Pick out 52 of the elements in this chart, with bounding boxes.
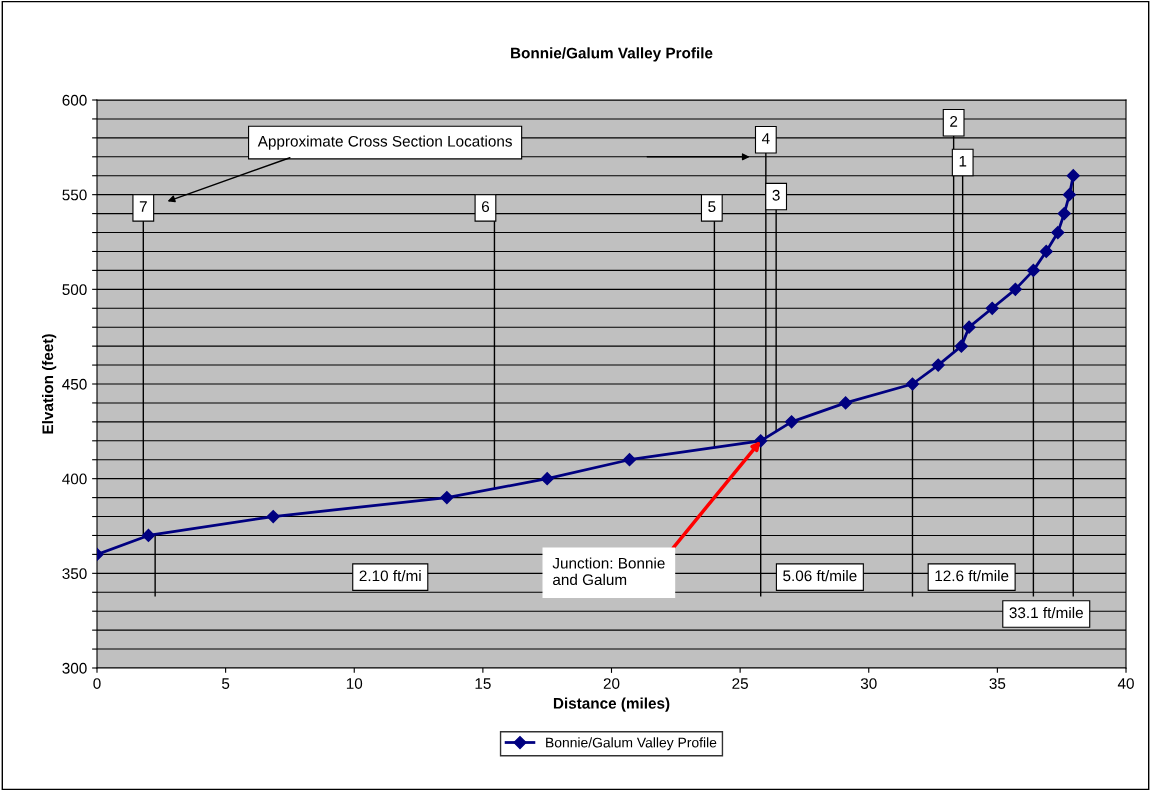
point — [1062, 188, 1076, 202]
y-tick-label: 450 — [62, 378, 87, 390]
y-axis-title: Elvation (feet) — [41, 334, 57, 434]
point — [440, 491, 454, 505]
legend-label: Bonnie/Galum Valley Profile — [546, 737, 717, 751]
point — [1039, 244, 1053, 259]
point — [985, 301, 999, 315]
annotation: 12.6 ft/mile — [935, 570, 1009, 582]
annotation: 2 — [950, 116, 958, 127]
y-tick-label: 550 — [62, 189, 87, 201]
y-tick-label: 350 — [62, 568, 87, 580]
point — [1051, 225, 1065, 240]
annotation: 2.10 ft/mi — [359, 570, 421, 582]
point — [266, 509, 280, 524]
y-tick-label: 400 — [62, 473, 87, 485]
x-tick-label: 25 — [732, 678, 748, 689]
annotation: 1 — [959, 155, 967, 167]
x-tick-label: 0 — [93, 678, 101, 689]
x-tick-label: 30 — [860, 678, 877, 689]
point — [839, 396, 853, 410]
x-axis-title: Distance (miles) — [553, 697, 670, 712]
x-tick-label: 10 — [346, 678, 363, 689]
x-tick-label: 5 — [221, 678, 230, 689]
point — [962, 320, 976, 334]
y-tick-label: 500 — [62, 284, 87, 296]
annotation: 5 — [708, 201, 716, 213]
x-tick-label: 15 — [475, 678, 491, 689]
x-tick-label: 35 — [989, 678, 1006, 689]
point — [141, 528, 156, 543]
annotation: Junction: Bonnie and Galum — [552, 557, 665, 586]
annotation: 6 — [481, 201, 490, 213]
point — [954, 339, 968, 353]
point — [540, 472, 554, 486]
annotation: 7 — [139, 201, 147, 212]
annotation: Approximate Cross Section Locations — [257, 135, 512, 150]
y-tick-label: 600 — [62, 94, 87, 106]
point — [1057, 207, 1071, 221]
point — [1008, 282, 1022, 296]
y-tick-label: 300 — [62, 662, 87, 674]
annotation: 33.1 ft/mile — [1009, 606, 1083, 619]
annotation: 3 — [772, 189, 780, 201]
x-tick-label: 20 — [603, 678, 620, 689]
point — [622, 453, 637, 467]
point — [905, 377, 920, 391]
point — [1066, 169, 1080, 183]
annotation: 5.06 ft/mile — [783, 570, 857, 582]
point — [784, 415, 799, 429]
chart-title: Bonnie/Galum Valley Profile — [511, 47, 713, 62]
x-tick-label: 40 — [1117, 678, 1134, 689]
point — [931, 358, 945, 372]
annotation: 4 — [761, 133, 770, 144]
point — [1026, 263, 1040, 277]
